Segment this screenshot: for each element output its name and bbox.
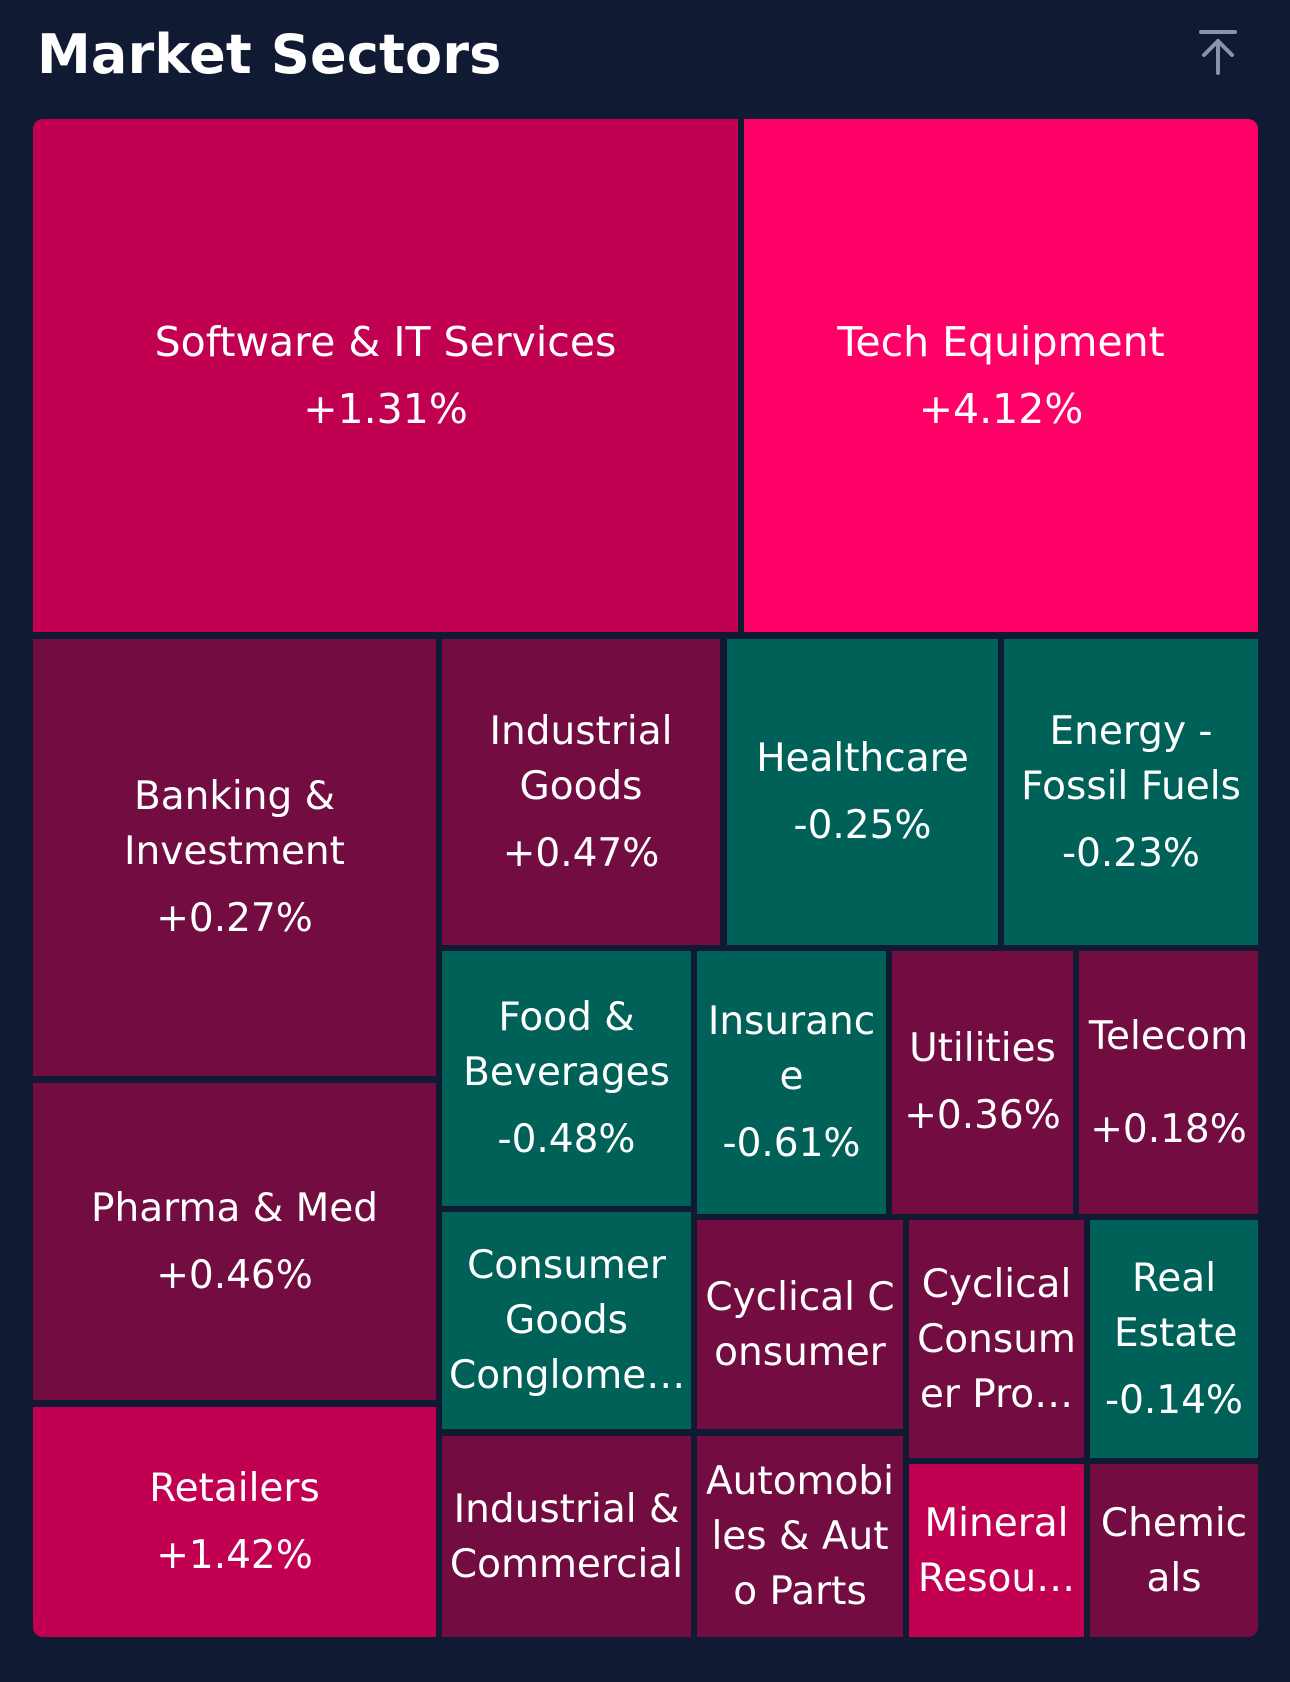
tile-healthcare[interactable]: Healthcare -0.25% [727, 639, 998, 945]
sector-name: Insurance [707, 999, 876, 1099]
tile-utilities[interactable]: Utilities +0.36% [892, 951, 1073, 1214]
tile-industrial-commercial[interactable]: Industrial & Commercial [442, 1436, 691, 1637]
sector-change: +0.27% [156, 896, 313, 941]
sector-name: Banking & Investment [124, 774, 345, 874]
arrow-up-to-top-icon [1199, 30, 1237, 75]
tile-industrial-goods[interactable]: Industrial Goods +0.47% [442, 639, 720, 945]
sector-change: +4.12% [918, 384, 1084, 433]
sector-name: Telecom [1088, 1013, 1249, 1059]
tile-banking-investment[interactable]: Banking & Investment +0.27% [33, 639, 436, 1076]
sector-name: Utilities [909, 1026, 1056, 1071]
page-title: Market Sectors [37, 23, 502, 86]
tile-mineral-resources[interactable]: Mineral Resou… [909, 1464, 1084, 1637]
sector-name: Mineral Resou… [917, 1500, 1076, 1601]
tile-energy-fossil-fuels[interactable]: Energy - Fossil Fuels -0.23% [1004, 639, 1258, 945]
sector-change: -0.48% [497, 1117, 636, 1162]
sector-change: -0.14% [1105, 1377, 1243, 1423]
sector-name: Pharma & Med [91, 1185, 378, 1231]
tile-tech-equipment[interactable]: Tech Equipment +4.12% [744, 119, 1258, 632]
sector-name: Healthcare [756, 736, 969, 781]
sector-change: +1.42% [156, 1533, 313, 1578]
sector-name: Retailers [149, 1466, 320, 1511]
sector-name: Food & Beverages [463, 995, 670, 1095]
sector-name: Cyclical Consumer [705, 1274, 895, 1375]
tile-telecom[interactable]: Telecom +0.18% [1079, 951, 1258, 1214]
sector-change: +0.46% [156, 1252, 313, 1298]
sector-change: -0.23% [1062, 830, 1200, 876]
sector-change: +1.31% [303, 384, 468, 433]
sector-change: -0.61% [722, 1121, 861, 1166]
sector-treemap: Software & IT Services +1.31% Tech Equip… [33, 119, 1258, 1637]
sector-name: Chemicals [1100, 1500, 1248, 1601]
tile-insurance[interactable]: Insurance -0.61% [697, 951, 886, 1214]
sector-change: +0.36% [904, 1093, 1061, 1138]
tile-cyclical-consumer[interactable]: Cyclical Consumer [697, 1220, 903, 1429]
sector-name: Industrial Goods [489, 708, 673, 809]
sector-name: Real Estate [1114, 1255, 1238, 1356]
sector-name: Energy - Fossil Fuels [1021, 708, 1241, 809]
tile-food-beverages[interactable]: Food & Beverages -0.48% [442, 951, 691, 1206]
sector-name: Automobiles & Auto Parts [706, 1459, 894, 1614]
header: Market Sectors [0, 0, 1290, 110]
sector-name: Tech Equipment [837, 317, 1165, 366]
tile-retailers[interactable]: Retailers +1.42% [33, 1407, 436, 1637]
tile-pharma-med[interactable]: Pharma & Med +0.46% [33, 1083, 436, 1400]
tile-consumer-goods-conglomerates[interactable]: Consumer Goods Conglome… [442, 1212, 691, 1429]
tile-software-it-services[interactable]: Software & IT Services +1.31% [33, 119, 738, 632]
sector-change: -0.25% [793, 803, 932, 848]
tile-automobiles-auto-parts[interactable]: Automobiles & Auto Parts [697, 1436, 903, 1637]
sector-name: Industrial & Commercial [449, 1486, 684, 1587]
sector-change: +0.47% [502, 830, 660, 876]
tile-real-estate[interactable]: Real Estate -0.14% [1090, 1220, 1258, 1458]
sector-change: +0.18% [1090, 1106, 1247, 1152]
sector-name: Consumer Goods Conglome… [449, 1243, 686, 1398]
scroll-to-top-button[interactable] [1188, 22, 1248, 82]
sector-name: Cyclical Consumer Pro… [917, 1261, 1076, 1417]
tile-chemicals[interactable]: Chemicals [1090, 1464, 1258, 1637]
sector-name: Software & IT Services [154, 317, 617, 366]
tile-cyclical-consumer-products[interactable]: Cyclical Consumer Pro… [909, 1220, 1084, 1458]
